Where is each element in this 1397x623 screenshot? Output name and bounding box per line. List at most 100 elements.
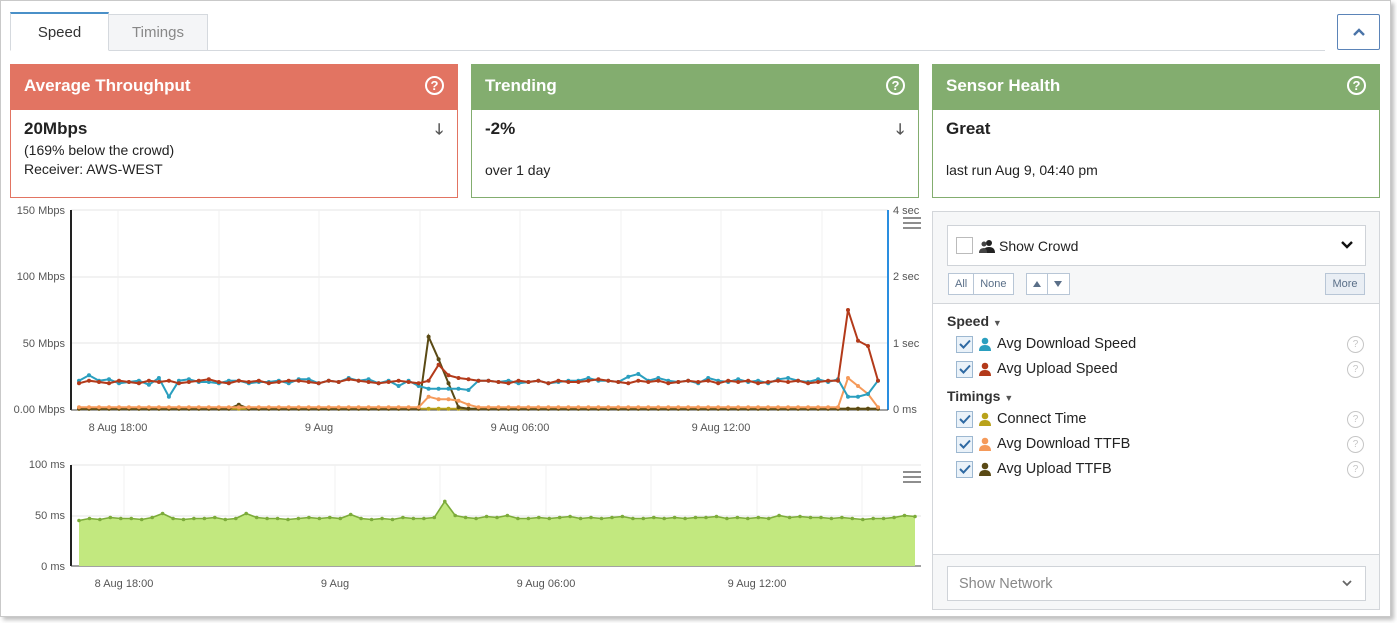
data-point-avg-download-ttfb <box>756 405 761 410</box>
chart-menu-icon[interactable] <box>903 471 921 485</box>
chevron-down-icon <box>1342 580 1352 587</box>
latency-point <box>401 515 405 520</box>
latency-point <box>798 514 802 519</box>
data-point-avg-upload-speed <box>436 362 441 367</box>
help-icon[interactable]: ? <box>425 76 444 95</box>
arrow-down-icon: 🡓 <box>435 121 443 138</box>
data-point-avg-upload-speed <box>756 381 761 386</box>
data-point-avg-upload-speed <box>186 380 191 384</box>
y-right-tick-label: 2 sec <box>893 271 920 283</box>
group-speed[interactable]: Speed ▼ <box>947 313 1002 329</box>
tab-timings[interactable]: Timings <box>109 14 208 51</box>
collapse-button[interactable] <box>1337 14 1380 50</box>
y-tick-label: 100 Mbps <box>17 271 66 283</box>
data-point-avg-upload-speed <box>866 344 870 348</box>
checkbox-checked[interactable] <box>956 335 973 353</box>
latency-point <box>766 516 771 521</box>
help-icon[interactable]: ? <box>1347 76 1366 95</box>
data-point-avg-upload-speed <box>656 378 661 383</box>
latency-point <box>77 518 81 523</box>
sensor-health-card: Sensor Health ? Great last run Aug 9, 04… <box>932 64 1380 198</box>
latency-point <box>87 516 92 521</box>
group-timings[interactable]: Timings ▼ <box>947 388 1013 404</box>
legend-item-avg-download-ttfb[interactable]: Avg Download TTFB ? <box>956 434 1366 454</box>
legend-item-connect-time[interactable]: Connect Time ? <box>956 409 1366 429</box>
card-title: Sensor Health <box>946 76 1061 95</box>
y-tick-label: 0 ms <box>41 561 65 573</box>
latency-point <box>108 515 113 520</box>
data-point-avg-upload-speed <box>846 308 850 312</box>
latency-point <box>443 499 447 504</box>
latency-point <box>328 515 332 520</box>
chart-menu-icon[interactable] <box>903 217 921 231</box>
latency-point <box>369 517 374 522</box>
latency-point <box>181 517 186 522</box>
select-all-button[interactable]: All <box>948 273 975 295</box>
help-icon[interactable]: ? <box>1347 460 1364 478</box>
latency-point <box>631 516 635 521</box>
data-point-avg-download-ttfb <box>346 405 351 410</box>
data-point-avg-download-ttfb <box>386 405 391 410</box>
data-point-avg-download-ttfb <box>556 405 561 410</box>
latency-area <box>79 501 915 566</box>
person-icon <box>979 337 991 351</box>
show-crowd-checkbox[interactable] <box>956 237 973 254</box>
latency-point <box>234 516 238 521</box>
latency-point <box>411 516 416 521</box>
data-point-avg-download-ttfb <box>396 405 401 410</box>
group-title: Speed <box>947 313 990 329</box>
data-point-avg-upload-speed <box>156 380 161 384</box>
data-point-avg-download-speed <box>626 374 631 379</box>
legend-panel: Show Crowd All None More Speed ▼ <box>932 211 1380 610</box>
more-button[interactable]: More <box>1325 273 1365 295</box>
data-point-avg-upload-speed <box>107 381 111 386</box>
x-tick-label: 9 Aug 12:00 <box>692 422 751 434</box>
legend-item-avg-upload-ttfb[interactable]: Avg Upload TTFB ? <box>956 459 1366 479</box>
legend-item-avg-upload-speed[interactable]: Avg Upload Speed ? <box>956 359 1366 379</box>
move-down-button[interactable] <box>1047 273 1070 295</box>
select-none-button[interactable]: None <box>974 273 1014 295</box>
data-point-avg-upload-speed <box>766 380 771 384</box>
latency-point <box>881 516 886 521</box>
legend-item-avg-download-speed[interactable]: Avg Download Speed ? <box>956 334 1366 354</box>
data-point-avg-download-ttfb <box>576 405 581 410</box>
data-point-avg-download-ttfb <box>306 405 311 410</box>
show-network-dropdown[interactable]: Show Network <box>947 566 1366 601</box>
checkbox-checked[interactable] <box>956 435 973 453</box>
data-point-avg-download-speed <box>856 394 860 399</box>
latency-point <box>746 516 750 521</box>
data-point-avg-upload-speed <box>346 377 351 382</box>
checkbox-checked[interactable] <box>956 410 973 428</box>
card-header: Average Throughput ? <box>11 65 457 110</box>
data-point-avg-download-ttfb <box>656 405 661 410</box>
data-point-avg-download-ttfb <box>117 405 121 410</box>
help-icon[interactable]: ? <box>1347 435 1364 453</box>
data-point-avg-download-ttfb <box>726 405 731 410</box>
latency-point <box>286 517 290 522</box>
show-crowd-dropdown[interactable]: Show Crowd <box>947 225 1366 266</box>
latency-point <box>610 515 614 520</box>
help-icon[interactable]: ? <box>1347 360 1364 378</box>
data-point-avg-upload-speed <box>266 381 271 386</box>
latency-point <box>213 515 217 520</box>
latency-point <box>756 515 761 520</box>
data-point-avg-download-ttfb <box>806 405 811 410</box>
checkbox-checked[interactable] <box>956 360 973 378</box>
move-up-button[interactable] <box>1025 273 1048 295</box>
group-title: Timings <box>947 388 1001 404</box>
checkbox-checked[interactable] <box>956 460 973 478</box>
data-point-avg-download-ttfb <box>536 405 541 410</box>
data-point-avg-download-speed <box>866 392 870 396</box>
tab-speed[interactable]: Speed <box>10 12 109 51</box>
latency-point <box>254 515 259 520</box>
help-icon[interactable]: ? <box>886 76 905 95</box>
help-icon[interactable]: ? <box>1347 335 1364 353</box>
data-point-avg-download-ttfb <box>406 405 411 410</box>
y-tick-label: 50 ms <box>35 510 65 522</box>
data-point-avg-download-ttfb <box>316 405 321 410</box>
data-point-avg-upload-speed <box>236 378 241 383</box>
help-icon[interactable]: ? <box>1347 410 1364 428</box>
x-tick-label: 9 Aug <box>321 578 349 590</box>
data-point-avg-upload-speed <box>706 378 711 383</box>
data-point-avg-download-speed <box>166 394 171 399</box>
